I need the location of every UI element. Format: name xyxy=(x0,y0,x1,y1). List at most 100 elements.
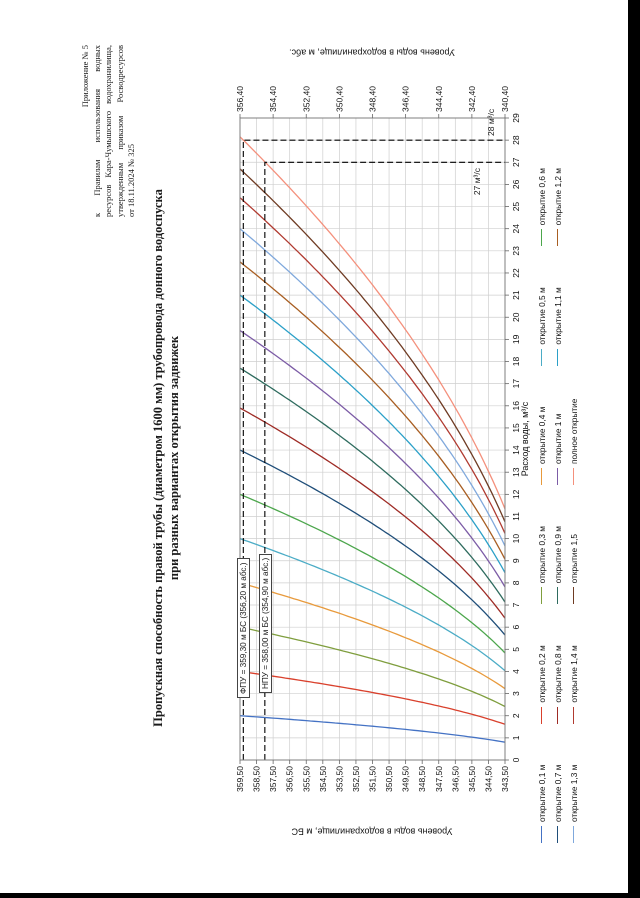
scan-edge-right xyxy=(628,0,640,898)
svg-text:352,50: 352,50 xyxy=(351,766,361,792)
legend-item: открытие 0,4 м xyxy=(536,370,547,485)
svg-text:29: 29 xyxy=(511,113,521,123)
legend-item: открытие 1,4 м xyxy=(568,608,579,724)
fpu-annotation: ФПУ = 359,30 м БС (356,20 м абс.) xyxy=(237,558,250,698)
legend-label: открытие 1 м xyxy=(552,413,563,464)
svg-text:348,50: 348,50 xyxy=(417,766,427,792)
svg-text:24: 24 xyxy=(511,224,521,234)
svg-text:8: 8 xyxy=(511,580,521,585)
svg-text:354,40: 354,40 xyxy=(268,86,278,112)
legend-label: открытие 0,6 м xyxy=(536,168,547,226)
svg-text:348,40: 348,40 xyxy=(368,86,378,112)
legend-item: открытие 0,9 м xyxy=(552,489,563,605)
q27-label: 27 м³/с xyxy=(472,168,482,196)
legend-marker xyxy=(541,706,542,724)
svg-text:25: 25 xyxy=(511,202,521,212)
legend-marker xyxy=(541,348,542,366)
svg-text:346,50: 346,50 xyxy=(450,766,460,792)
legend-item: открытие 1,3 м xyxy=(568,728,579,843)
svg-text:22: 22 xyxy=(511,268,521,278)
svg-text:9: 9 xyxy=(511,558,521,563)
svg-text:0: 0 xyxy=(511,757,521,762)
svg-text:4: 4 xyxy=(511,669,521,674)
legend-marker xyxy=(557,348,558,366)
legend-label: открытие 1,3 м xyxy=(568,764,579,822)
legend-marker xyxy=(557,706,558,724)
legend-item: открытие 0,7 м xyxy=(552,728,563,843)
y-axis-title-left: Уровень воды в водохранилище, м БС xyxy=(291,826,453,837)
svg-text:1: 1 xyxy=(511,735,521,740)
legend-marker xyxy=(541,587,542,605)
legend-label: открытие 0,5 м xyxy=(536,287,547,345)
legend-marker xyxy=(573,587,574,605)
legend-item: открытие 1,5 xyxy=(568,489,579,605)
svg-text:351,50: 351,50 xyxy=(368,766,378,792)
svg-text:20: 20 xyxy=(511,312,521,322)
legend-marker xyxy=(573,468,574,485)
svg-text:344,40: 344,40 xyxy=(434,86,444,112)
svg-text:28: 28 xyxy=(511,135,521,145)
svg-text:16: 16 xyxy=(511,401,521,411)
svg-text:15: 15 xyxy=(511,423,521,433)
legend-label: открытие 1,2 м xyxy=(552,168,563,226)
legend-label: полное открытие xyxy=(568,398,579,464)
npu-annotation: НПУ = 358,00 м БС (354,90 м абс.) xyxy=(259,553,272,693)
legend-label: открытие 0,4 м xyxy=(536,406,547,464)
legend-item: открытие 0,1 м xyxy=(536,728,547,843)
svg-text:7: 7 xyxy=(511,602,521,607)
legend-label: открытие 0,3 м xyxy=(536,526,547,584)
svg-text:2: 2 xyxy=(511,713,521,718)
svg-text:346,40: 346,40 xyxy=(401,86,411,112)
legend-item: открытие 1 м xyxy=(552,370,563,485)
svg-text:21: 21 xyxy=(511,290,521,300)
y-axis-title-right: Уровень воды в водохранилище, м абс. xyxy=(289,47,455,58)
legend-marker xyxy=(541,468,542,485)
svg-text:356,50: 356,50 xyxy=(285,766,295,792)
legend-label: открытие 0,1 м xyxy=(536,764,547,822)
legend-label: открытие 0,2 м xyxy=(536,645,547,703)
svg-text:19: 19 xyxy=(511,334,521,344)
q28-label: 28 м³/с xyxy=(486,108,496,136)
svg-text:23: 23 xyxy=(511,246,521,256)
legend-label: открытие 0,9 м xyxy=(552,526,563,584)
svg-text:13: 13 xyxy=(511,467,521,477)
svg-text:17: 17 xyxy=(511,379,521,389)
legend-item: открытие 1,2 м xyxy=(552,131,563,247)
legend-item: открытие 0,6 м xyxy=(536,131,547,247)
svg-text:354,50: 354,50 xyxy=(318,766,328,792)
legend-item: открытие 0,3 м xyxy=(536,489,547,605)
svg-text:26: 26 xyxy=(511,179,521,189)
svg-text:14: 14 xyxy=(511,445,521,455)
svg-text:347,50: 347,50 xyxy=(434,766,444,792)
legend-marker xyxy=(557,229,558,247)
svg-text:358,50: 358,50 xyxy=(252,766,262,792)
legend-item: полное открытие xyxy=(568,370,579,485)
svg-text:344,50: 344,50 xyxy=(483,766,493,792)
svg-text:6: 6 xyxy=(511,625,521,630)
svg-text:352,40: 352,40 xyxy=(301,86,311,112)
svg-text:11: 11 xyxy=(511,512,521,521)
legend-marker xyxy=(573,826,574,843)
svg-text:27: 27 xyxy=(511,157,521,167)
legend-marker xyxy=(557,826,558,843)
svg-text:350,50: 350,50 xyxy=(384,766,394,792)
legend-marker xyxy=(541,229,542,247)
svg-text:10: 10 xyxy=(511,534,521,544)
chart-legend: открытие 0,1 м открытие 0,2 м открытие 0,3… xyxy=(536,131,579,843)
legend-label: открытие 0,7 м xyxy=(552,764,563,822)
svg-text:5: 5 xyxy=(511,647,521,652)
legend-item: открытие 0,5 м xyxy=(536,250,547,366)
svg-text:356,40: 356,40 xyxy=(235,86,245,112)
legend-item: открытие 1,1 м xyxy=(552,250,563,366)
svg-text:18: 18 xyxy=(511,357,521,367)
legend-marker xyxy=(573,706,574,724)
svg-text:353,50: 353,50 xyxy=(334,766,344,792)
scan-edge-bottom xyxy=(0,893,640,898)
legend-label: открытие 0,8 м xyxy=(552,645,563,703)
legend-item: открытие 0,8 м xyxy=(552,608,563,724)
svg-text:3: 3 xyxy=(511,691,521,696)
